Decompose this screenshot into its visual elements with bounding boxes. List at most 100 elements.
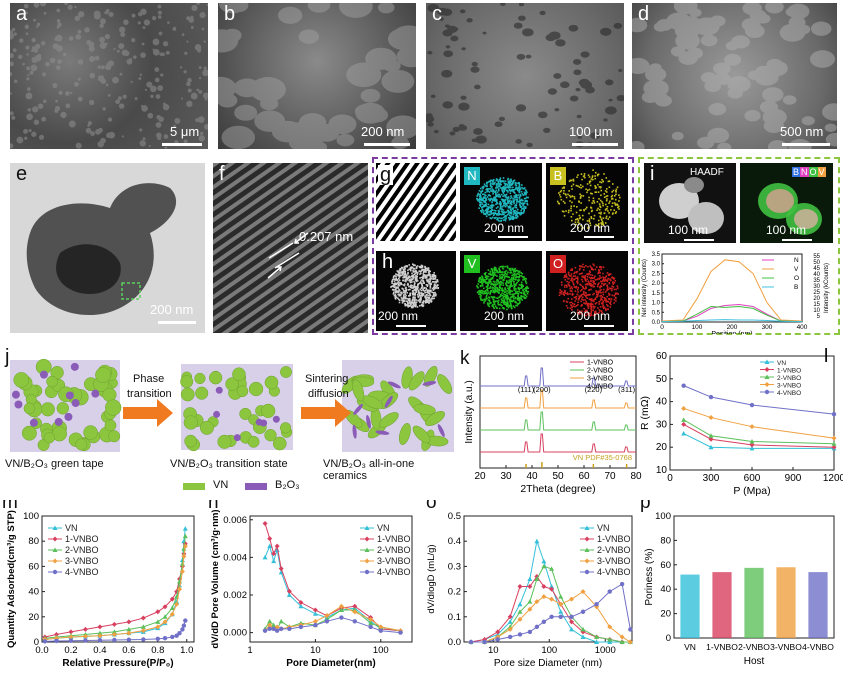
signal-pixel bbox=[581, 272, 583, 275]
signal-pixel bbox=[596, 295, 599, 297]
grain bbox=[174, 118, 181, 125]
signal-pixel bbox=[393, 275, 395, 278]
signal-pixel bbox=[419, 288, 422, 291]
data-point bbox=[619, 581, 625, 587]
signal-pixel bbox=[570, 209, 572, 212]
signal-pixel bbox=[502, 211, 505, 213]
signal-pixel bbox=[513, 283, 515, 285]
x-tick-label: 30 bbox=[500, 471, 512, 482]
signal-pixel bbox=[513, 188, 516, 191]
signal-pixel bbox=[504, 265, 506, 268]
signal-pixel bbox=[426, 296, 428, 299]
signal-pixel bbox=[496, 297, 499, 299]
signal-pixel bbox=[599, 305, 602, 308]
signal-pixel bbox=[590, 284, 593, 286]
data-point bbox=[549, 614, 554, 619]
signal-pixel bbox=[509, 267, 511, 270]
signal-pixel bbox=[483, 210, 485, 212]
b2o3-particle bbox=[70, 362, 79, 371]
legend-b2o3-label: B₂O₃ bbox=[275, 479, 300, 491]
signal-pixel bbox=[579, 209, 581, 212]
signal-pixel bbox=[428, 270, 430, 272]
data-point bbox=[82, 626, 88, 632]
signal-pixel bbox=[571, 287, 573, 290]
signal-pixel bbox=[412, 264, 415, 267]
grain bbox=[10, 53, 14, 58]
grain bbox=[822, 103, 837, 121]
signal-pixel bbox=[485, 282, 488, 285]
signal-pixel bbox=[618, 196, 621, 199]
signal-pixel bbox=[521, 207, 524, 210]
signal-pixel bbox=[487, 283, 489, 285]
series-line bbox=[470, 565, 631, 643]
signal-pixel bbox=[493, 191, 496, 193]
grain bbox=[228, 3, 249, 13]
peak-label: (200) bbox=[533, 385, 551, 394]
signal-pixel bbox=[398, 269, 401, 271]
signal-pixel bbox=[592, 169, 594, 171]
data-point bbox=[584, 547, 590, 552]
signal-pixel bbox=[506, 275, 509, 278]
y-tick-label: 0 bbox=[666, 633, 671, 644]
signal-pixel bbox=[586, 294, 589, 296]
signal-pixel bbox=[495, 207, 498, 209]
signal-pixel bbox=[481, 290, 484, 292]
signal-pixel bbox=[435, 280, 437, 283]
grain bbox=[604, 29, 611, 34]
signal-pixel bbox=[520, 291, 523, 294]
signal-pixel bbox=[500, 217, 502, 220]
signal-pixel bbox=[508, 280, 510, 283]
data-point bbox=[180, 627, 185, 632]
signal-pixel bbox=[518, 212, 521, 215]
signal-pixel bbox=[432, 293, 435, 296]
vn-particle bbox=[23, 402, 36, 415]
signal-pixel bbox=[516, 298, 519, 300]
signal-pixel bbox=[412, 299, 415, 301]
signal-pixel bbox=[517, 280, 520, 283]
signal-pixel bbox=[602, 202, 604, 205]
signal-pixel bbox=[516, 188, 519, 191]
signal-pixel bbox=[497, 180, 500, 183]
grain bbox=[190, 26, 194, 29]
signal-pixel bbox=[607, 210, 609, 212]
data-point bbox=[708, 394, 714, 400]
signal-pixel bbox=[512, 208, 514, 211]
signal-pixel bbox=[509, 217, 512, 219]
y-tick-label: 0.000 bbox=[223, 628, 247, 639]
signal-pixel bbox=[515, 206, 518, 209]
data-point bbox=[169, 605, 175, 610]
data-point bbox=[162, 614, 168, 619]
signal-pixel bbox=[512, 276, 515, 279]
signal-pixel bbox=[618, 194, 620, 196]
signal-pixel bbox=[513, 293, 516, 295]
signal-pixel bbox=[499, 303, 501, 306]
grain bbox=[144, 88, 148, 91]
signal-pixel bbox=[491, 216, 494, 219]
signal-pixel bbox=[600, 280, 602, 283]
signal-pixel bbox=[588, 270, 591, 272]
signal-pixel bbox=[522, 289, 525, 292]
signal-pixel bbox=[591, 202, 594, 204]
data-point bbox=[749, 442, 755, 448]
signal-pixel bbox=[597, 307, 599, 309]
map-scalebar-n bbox=[498, 236, 528, 238]
data-point bbox=[111, 621, 117, 627]
data-point bbox=[627, 639, 633, 645]
signal-pixel bbox=[504, 297, 507, 299]
signal-pixel bbox=[570, 275, 572, 277]
signal-pixel bbox=[595, 266, 598, 268]
arrow2-text-1: Sintering bbox=[305, 373, 349, 385]
data-point bbox=[179, 568, 185, 574]
signal-pixel bbox=[581, 214, 584, 217]
signal-pixel bbox=[407, 277, 409, 280]
signal-pixel bbox=[573, 303, 576, 306]
signal-pixel bbox=[571, 195, 574, 197]
y-tick-label: 0.002 bbox=[223, 590, 247, 601]
signal-pixel bbox=[588, 288, 591, 291]
signal-pixel bbox=[585, 264, 587, 267]
signal-pixel bbox=[523, 210, 525, 213]
signal-pixel bbox=[408, 264, 411, 266]
grain bbox=[569, 95, 579, 102]
signal-pixel bbox=[507, 200, 509, 203]
signal-pixel bbox=[591, 277, 594, 280]
